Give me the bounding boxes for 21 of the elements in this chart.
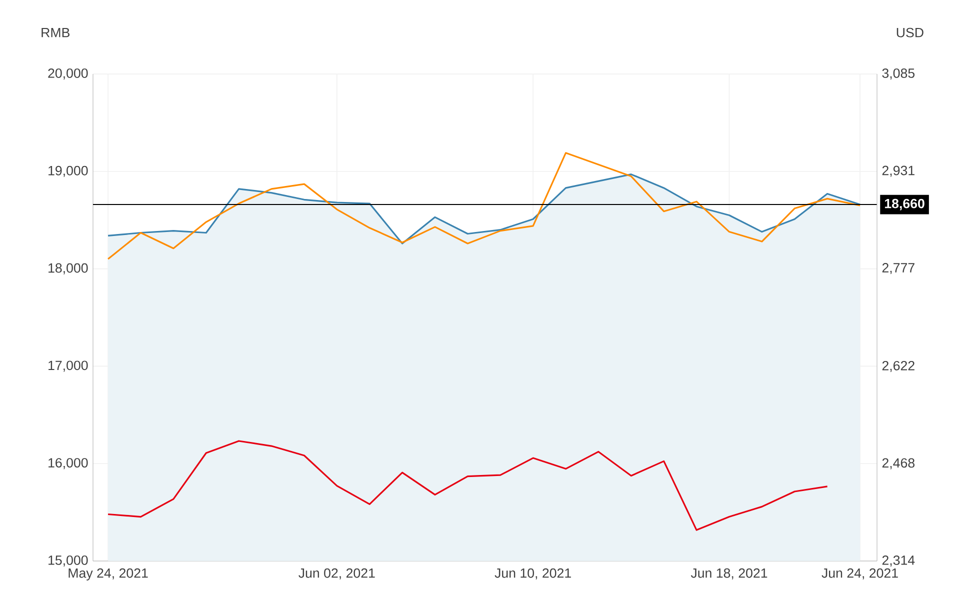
line-series: [107, 440, 828, 531]
y2-tick-label: 2,931: [882, 166, 914, 177]
y2-tick-label: 2,468: [882, 458, 915, 470]
ref-line-label: 18,660: [884, 198, 924, 210]
x-tick-label: Jun 02, 2021: [298, 568, 375, 580]
y2-tick-label: 2,314: [882, 555, 915, 567]
y2-tick-label: 3,085: [882, 68, 915, 80]
x-tick-label: May 24, 2021: [68, 568, 148, 580]
y2-axis-title: USD: [896, 28, 924, 38]
y2-tick-label: 2,622: [882, 360, 914, 372]
x-tick-label: Jun 24, 2021: [822, 568, 898, 580]
y-axis-title: RMB: [42, 28, 70, 38]
y2-tick-label: 2,777: [882, 263, 914, 274]
x-tick-label: Jun 10, 2021: [494, 568, 571, 580]
y-tick-label: 18,000: [48, 263, 88, 274]
y-tick-label: 17,000: [48, 360, 88, 372]
y-tick-label: 20,000: [48, 68, 88, 80]
y-tick-label: 19,000: [48, 166, 88, 177]
y-tick-label: 16,000: [48, 458, 88, 470]
x-tick-label: Jun 18, 2021: [690, 568, 768, 580]
y-tick-label: 15,000: [48, 555, 88, 567]
